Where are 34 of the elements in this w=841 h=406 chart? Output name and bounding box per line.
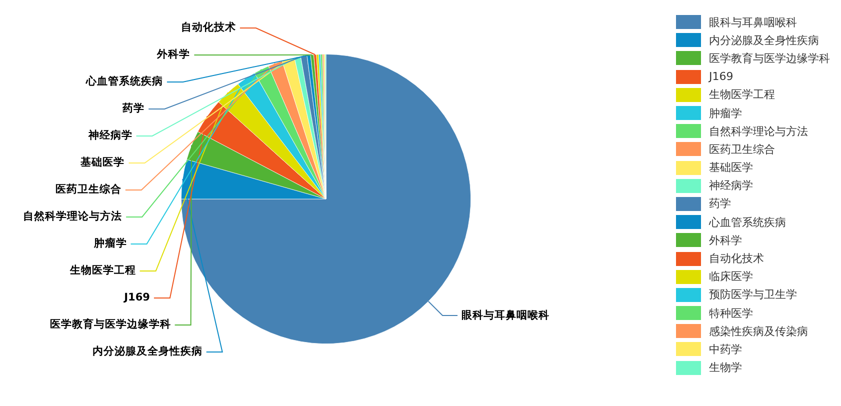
slice-label: J169	[123, 292, 150, 304]
legend-label: 生物学	[709, 360, 742, 376]
legend-label: 预防医学与卫生学	[709, 287, 797, 302]
legend-label: 感染性疾病及传染病	[709, 324, 808, 339]
legend-label: 肿瘤学	[709, 106, 742, 121]
slice-label: 医药卫生综合	[55, 182, 122, 196]
slice-label: 神经病学	[87, 128, 132, 142]
slice-label: 医学教育与医学边缘学科	[50, 318, 171, 331]
legend-label: 特种医学	[709, 306, 753, 321]
legend-label: 自动化技术	[709, 251, 764, 266]
legend-label: 自然科学理论与方法	[709, 124, 808, 139]
legend-label: 基础医学	[709, 160, 753, 176]
slice-label: 自动化技术	[180, 20, 236, 34]
legend-label: 外科学	[709, 232, 742, 248]
legend-label: J169	[709, 70, 734, 84]
slice-label: 眼科与耳鼻咽喉科	[462, 308, 550, 322]
legend-label: 生物医学工程	[709, 87, 775, 102]
slice-label: 肿瘤学	[92, 236, 127, 250]
legend-label: 医学教育与医学边缘学科	[709, 50, 830, 66]
legend-label: 心血管系统疾病	[709, 214, 786, 230]
slice-label: 自然科学理论与方法	[23, 210, 122, 223]
legend-label: 神经病学	[709, 178, 753, 194]
legend-label: 药学	[709, 196, 731, 212]
legend-label: 中药学	[709, 342, 742, 357]
slice-label: 基础医学	[80, 156, 125, 169]
legend-label: 医药卫生综合	[709, 142, 775, 157]
slice-label: 外科学	[156, 48, 190, 61]
legend-label: 临床医学	[709, 269, 753, 284]
legend-label: 内分泌腺及全身性疾病	[709, 32, 819, 48]
slice-label: 生物医学工程	[68, 264, 136, 277]
slice-label: 内分泌腺及全身性疾病	[92, 344, 202, 358]
slice-label: 心血管系统疾病	[84, 74, 163, 88]
legend-label: 眼科与耳鼻咽喉科	[709, 14, 797, 30]
slice-label: 药学	[122, 102, 145, 115]
